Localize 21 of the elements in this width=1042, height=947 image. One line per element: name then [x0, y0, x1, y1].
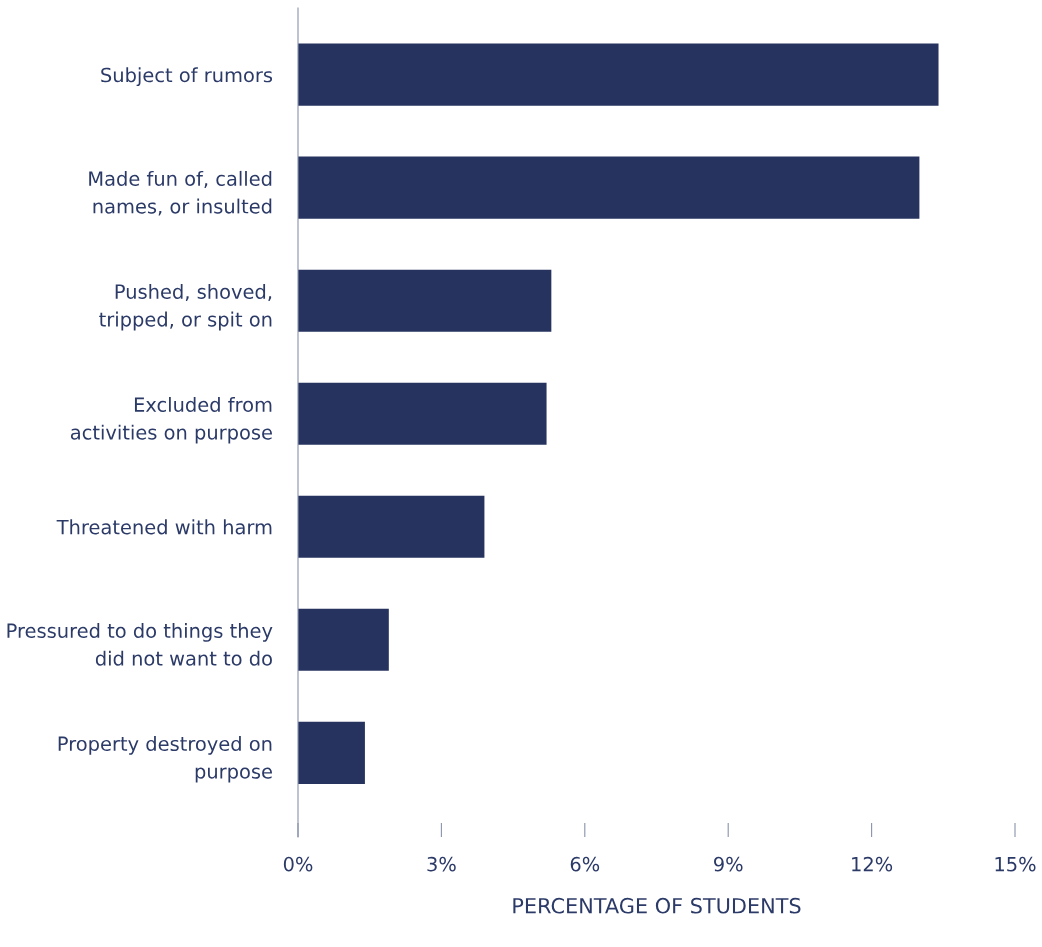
- x-tick-label: 0%: [283, 856, 313, 872]
- bar: [298, 43, 939, 106]
- y-tick-label: Threatened with harm: [56, 519, 272, 535]
- bar: [298, 608, 389, 671]
- x-axis-title: PERCENTAGE OF STUDENTS: [513, 897, 801, 914]
- x-tick-label: 9%: [714, 856, 743, 872]
- y-tick-label: Pushed, shoved, tripped, or spit on: [99, 283, 272, 331]
- x-tick-label: 3%: [427, 856, 456, 872]
- bar: [298, 269, 552, 332]
- bar: [298, 156, 920, 219]
- x-tick-label: 6%: [570, 856, 600, 872]
- x-tick-label: 15%: [995, 856, 1036, 872]
- bar: [298, 721, 365, 784]
- y-tick-label: Made fun of, called names, or insulted: [89, 170, 272, 216]
- x-tick-label: 12%: [852, 856, 893, 872]
- y-tick-label: Property destroyed on purpose: [58, 736, 272, 783]
- y-tick-label: Pressured to do things they did not want to do: [7, 622, 273, 666]
- y-tick-label: Excluded from activities on purpose: [70, 396, 272, 444]
- bar: [298, 495, 485, 558]
- bar: [298, 382, 547, 445]
- y-tick-label: Subject of rumors: [101, 67, 273, 87]
